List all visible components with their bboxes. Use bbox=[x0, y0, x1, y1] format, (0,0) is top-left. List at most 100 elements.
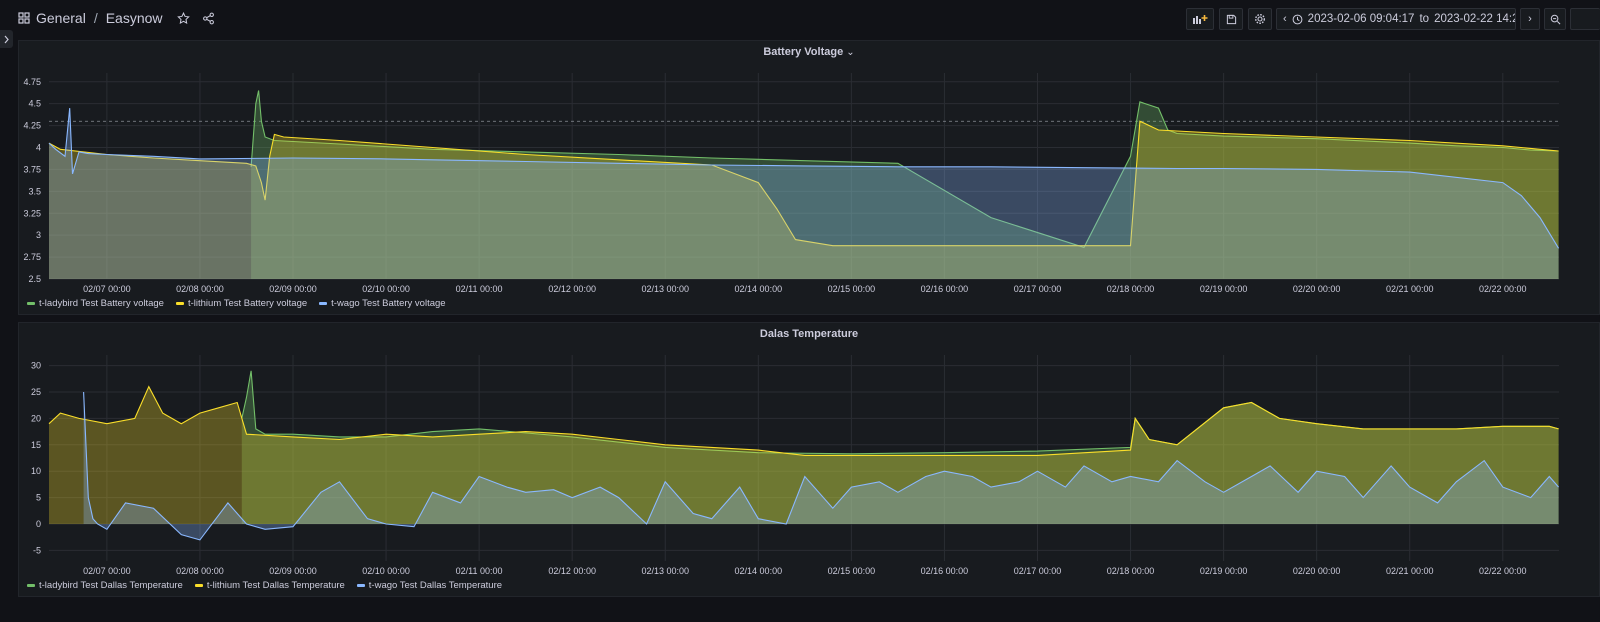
legend-swatch bbox=[27, 302, 35, 305]
x-tick-label: 02/22 00:00 bbox=[1479, 566, 1527, 576]
x-tick-label: 02/07 00:00 bbox=[83, 566, 131, 576]
battery-voltage-panel: Battery Voltage ⌄ 2.5 2.75 3 3.25 3.5 3.75 4 4.… bbox=[18, 40, 1600, 315]
chevron-left-icon[interactable]: ‹ bbox=[1283, 13, 1287, 25]
legend-swatch bbox=[356, 584, 365, 587]
series-area bbox=[49, 108, 1559, 279]
add-panel-icon bbox=[1192, 13, 1208, 25]
series-line[interactable] bbox=[250, 90, 1559, 249]
x-tick-label: 02/20 00:00 bbox=[1293, 284, 1341, 294]
x-tick-label: 02/21 00:00 bbox=[1386, 284, 1434, 294]
panel-title[interactable]: Dalas Temperature bbox=[19, 328, 1599, 340]
y-tick-label: 20 bbox=[31, 413, 41, 423]
chart-legend: t-ladybird Test Battery voltage t-lithiu… bbox=[27, 298, 446, 309]
apps-icon[interactable] bbox=[18, 12, 30, 24]
y-tick-label: 2.5 bbox=[28, 274, 41, 284]
dashboard-title[interactable]: Easynow bbox=[105, 10, 163, 26]
x-tick-label: 02/13 00:00 bbox=[641, 566, 689, 576]
x-tick-label: 02/11 00:00 bbox=[456, 284, 503, 294]
gear-icon bbox=[1254, 13, 1266, 25]
x-tick-label: 02/12 00:00 bbox=[548, 284, 596, 294]
panel-title-text: Dalas Temperature bbox=[759, 328, 859, 340]
y-tick-label: 4 bbox=[36, 143, 41, 153]
y-tick-label: 10 bbox=[31, 466, 41, 476]
dalas-temperature-panel: Dalas Temperature -5 0 5 10 15 20 25 30 02/07 00… bbox=[18, 322, 1600, 597]
y-tick-label: 3.25 bbox=[23, 208, 41, 218]
legend-label: t-ladybird Test Dallas Temperature bbox=[39, 580, 183, 591]
x-tick-label: 02/14 00:00 bbox=[735, 566, 783, 576]
x-tick-label: 02/12 00:00 bbox=[548, 566, 596, 576]
time-forward-button[interactable]: › bbox=[1520, 8, 1540, 30]
series-area bbox=[83, 392, 1559, 540]
legend-swatch bbox=[27, 584, 35, 587]
legend-item[interactable]: t-wago Test Dallas Temperature bbox=[356, 580, 502, 591]
legend-swatch bbox=[175, 302, 184, 305]
y-tick-label: 4.5 bbox=[28, 99, 41, 109]
x-tick-label: 02/15 00:00 bbox=[828, 284, 876, 294]
legend-item[interactable]: t-ladybird Test Dallas Temperature bbox=[27, 580, 183, 591]
x-tick-label: 02/13 00:00 bbox=[641, 284, 689, 294]
refresh-button[interactable] bbox=[1570, 8, 1600, 30]
x-tick-label: 02/19 00:00 bbox=[1200, 566, 1248, 576]
save-dashboard-button[interactable] bbox=[1219, 8, 1243, 30]
x-tick-label: 02/08 00:00 bbox=[176, 566, 224, 576]
panel-title-text: Battery Voltage bbox=[763, 46, 844, 58]
time-range-to-word: to bbox=[1419, 13, 1430, 25]
series-line[interactable] bbox=[83, 391, 1560, 541]
x-tick-label: 02/16 00:00 bbox=[921, 566, 969, 576]
y-tick-label: 3 bbox=[36, 230, 41, 240]
series-area bbox=[241, 370, 1559, 525]
legend-swatch bbox=[194, 584, 203, 587]
series-line[interactable] bbox=[48, 385, 1559, 456]
legend-label: t-ladybird Test Battery voltage bbox=[39, 298, 164, 309]
legend-label: t-wago Test Battery voltage bbox=[331, 298, 446, 309]
chart-legend: t-ladybird Test Dallas Temperature t-lit… bbox=[27, 580, 502, 591]
legend-item[interactable]: t-wago Test Battery voltage bbox=[319, 298, 446, 309]
panel-title[interactable]: Battery Voltage ⌄ bbox=[19, 46, 1599, 58]
time-range-from: 2023-02-06 09:04:17 bbox=[1307, 13, 1415, 25]
sidebar-expand-button[interactable] bbox=[0, 30, 13, 48]
x-tick-label: 02/17 00:00 bbox=[1014, 566, 1062, 576]
add-panel-button[interactable] bbox=[1186, 8, 1214, 30]
series-line[interactable] bbox=[48, 108, 1560, 249]
y-tick-label: 5 bbox=[36, 493, 41, 503]
chevron-right-icon: › bbox=[1528, 13, 1532, 25]
y-tick-label: -5 bbox=[33, 545, 41, 555]
x-tick-label: 02/11 00:00 bbox=[456, 566, 503, 576]
dalas-temperature-chart[interactable]: -5 0 5 10 15 20 25 30 02/07 00:00 02/08 00:00 02/0… bbox=[19, 343, 1599, 598]
star-icon[interactable] bbox=[176, 11, 190, 25]
breadcrumb: General / Easynow bbox=[18, 10, 215, 26]
legend-item[interactable]: t-ladybird Test Battery voltage bbox=[27, 298, 164, 309]
legend-label: t-lithium Test Battery voltage bbox=[187, 298, 308, 309]
legend-item[interactable]: t-lithium Test Battery voltage bbox=[175, 298, 308, 309]
x-tick-label: 02/21 00:00 bbox=[1386, 566, 1434, 576]
top-nav-bar: General / Easynow ‹ 2023-02-06 09:04:17 … bbox=[0, 0, 1600, 38]
x-tick-label: 02/15 00:00 bbox=[828, 566, 876, 576]
time-range-to: 2023-02-22 14:29:07 bbox=[1434, 13, 1515, 25]
share-icon[interactable] bbox=[202, 12, 215, 25]
legend-item[interactable]: t-lithium Test Dallas Temperature bbox=[194, 580, 345, 591]
chevron-down-icon: ⌄ bbox=[846, 47, 855, 58]
dashboard-settings-button[interactable] bbox=[1248, 8, 1272, 30]
grid bbox=[49, 355, 1559, 561]
battery-voltage-chart[interactable]: 2.5 2.75 3 3.25 3.5 3.75 4 4.25 4.5 4.75 02/07 00:… bbox=[19, 61, 1599, 316]
legend-label: t-lithium Test Dallas Temperature bbox=[206, 580, 345, 591]
y-tick-label: 15 bbox=[31, 440, 41, 450]
time-range-picker[interactable]: ‹ 2023-02-06 09:04:17 to 2023-02-22 14:2… bbox=[1276, 8, 1516, 30]
x-tick-label: 02/19 00:00 bbox=[1200, 284, 1248, 294]
breadcrumb-separator: / bbox=[93, 10, 98, 26]
x-tick-label: 02/14 00:00 bbox=[735, 284, 783, 294]
y-tick-label: 30 bbox=[31, 361, 41, 371]
y-tick-label: 25 bbox=[31, 387, 41, 397]
x-tick-label: 02/09 00:00 bbox=[269, 284, 317, 294]
zoom-out-button[interactable] bbox=[1544, 8, 1566, 30]
save-icon bbox=[1226, 14, 1237, 25]
y-tick-label: 2.75 bbox=[23, 252, 41, 262]
y-tick-label: 3.5 bbox=[28, 186, 41, 196]
y-tick-label: 3.75 bbox=[23, 164, 41, 174]
series-area bbox=[251, 90, 1559, 279]
clock-icon bbox=[1292, 14, 1303, 25]
breadcrumb-folder[interactable]: General bbox=[36, 10, 86, 26]
x-tick-label: 02/22 00:00 bbox=[1479, 284, 1527, 294]
x-tick-label: 02/07 00:00 bbox=[83, 284, 131, 294]
x-tick-label: 02/16 00:00 bbox=[921, 284, 969, 294]
